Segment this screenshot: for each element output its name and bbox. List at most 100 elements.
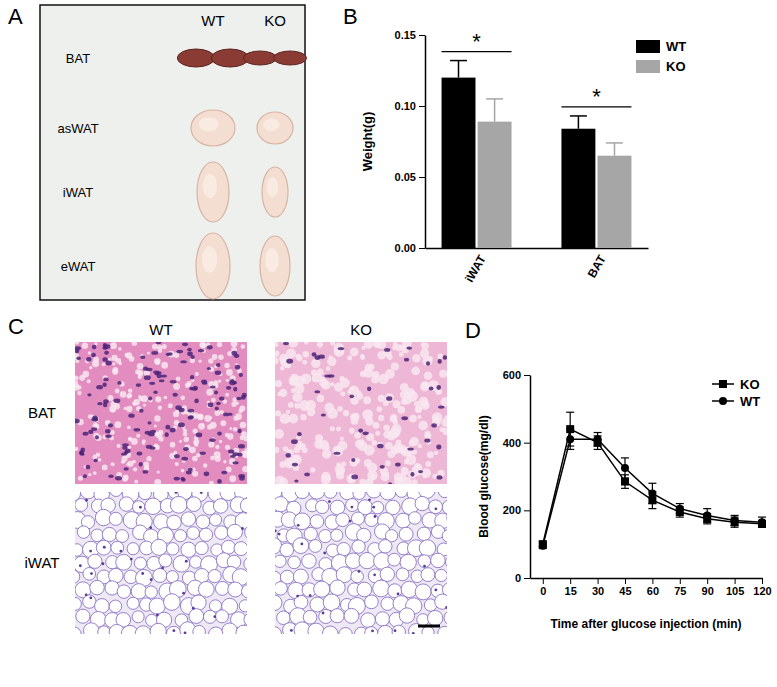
tissue-photo bbox=[177, 49, 214, 67]
error-cap bbox=[731, 525, 739, 526]
vacuole bbox=[324, 445, 329, 450]
vacuole bbox=[154, 415, 160, 421]
nucleus bbox=[149, 526, 152, 529]
vacuole bbox=[197, 414, 204, 421]
tick-label: iWAT bbox=[462, 252, 489, 285]
error-bar bbox=[703, 509, 711, 523]
adipocyte bbox=[435, 594, 447, 609]
legend-label: WT bbox=[740, 394, 760, 409]
adipocyte bbox=[244, 557, 247, 570]
vacuole bbox=[419, 397, 429, 407]
adipocyte bbox=[353, 492, 365, 500]
vacuole bbox=[147, 351, 150, 354]
nucleus bbox=[185, 560, 188, 563]
nucleus bbox=[83, 432, 89, 436]
error-bar bbox=[648, 483, 656, 503]
vacuole bbox=[322, 449, 331, 458]
vacuole bbox=[330, 342, 335, 346]
adipocyte bbox=[336, 513, 350, 527]
nucleus bbox=[275, 529, 277, 532]
nucleus bbox=[233, 387, 237, 392]
nucleus bbox=[106, 361, 112, 366]
vacuole bbox=[82, 371, 89, 378]
series-line bbox=[543, 429, 762, 544]
nucleus bbox=[388, 482, 392, 484]
vacuole bbox=[204, 415, 211, 422]
error-cap bbox=[570, 115, 587, 117]
adipocyte bbox=[159, 554, 172, 567]
vacuole bbox=[343, 410, 349, 416]
adipocyte bbox=[228, 582, 243, 597]
vacuole bbox=[208, 358, 213, 363]
marker bbox=[731, 516, 739, 524]
histology-bg bbox=[275, 492, 447, 634]
vacuole bbox=[173, 411, 179, 417]
nucleus bbox=[104, 351, 109, 355]
adipocyte bbox=[294, 513, 311, 530]
adipocyte bbox=[310, 515, 324, 529]
nucleus bbox=[216, 363, 221, 367]
vacuole bbox=[131, 438, 138, 445]
error-stem bbox=[458, 61, 460, 78]
tick-mark bbox=[543, 578, 544, 584]
adipocyte bbox=[431, 553, 446, 568]
nucleus bbox=[314, 390, 320, 393]
nucleus bbox=[397, 593, 400, 596]
adipocyte bbox=[399, 527, 413, 541]
nucleus bbox=[103, 377, 108, 381]
adipocyte bbox=[288, 556, 301, 569]
nucleus bbox=[297, 524, 300, 527]
vacuole bbox=[88, 473, 91, 476]
vacuole bbox=[329, 355, 333, 359]
vacuole bbox=[209, 481, 214, 484]
column-label: WT bbox=[201, 12, 224, 29]
adipocyte bbox=[415, 496, 429, 510]
vacuole bbox=[194, 442, 198, 446]
vacuole bbox=[214, 410, 220, 416]
tick: 120 bbox=[753, 578, 771, 597]
vacuole bbox=[75, 383, 79, 388]
tick-label: 200 bbox=[503, 504, 521, 516]
vacuole bbox=[111, 355, 117, 361]
nucleus bbox=[89, 550, 92, 553]
error-bar bbox=[731, 517, 739, 527]
nucleus bbox=[401, 416, 408, 420]
vacuole bbox=[391, 362, 399, 370]
nucleus bbox=[217, 431, 222, 435]
vacuole bbox=[75, 359, 79, 363]
vacuole bbox=[133, 467, 137, 471]
vacuole bbox=[401, 467, 409, 475]
column-label: KO bbox=[264, 12, 286, 29]
nucleus bbox=[412, 632, 415, 634]
vacuole bbox=[339, 376, 345, 382]
error-cap bbox=[648, 508, 656, 509]
nucleus bbox=[318, 355, 325, 359]
adipocyte bbox=[181, 512, 196, 527]
adipocyte bbox=[337, 542, 350, 555]
error-cap bbox=[566, 412, 574, 413]
error-bar bbox=[676, 504, 684, 514]
vacuole bbox=[129, 437, 132, 440]
adipocyte bbox=[304, 527, 317, 540]
vacuole bbox=[88, 351, 92, 355]
figure: AWTKOBATasWATiWATeWATCWTKOBATiWATB0.000.… bbox=[0, 0, 777, 687]
error-cap bbox=[566, 449, 574, 450]
error-cap bbox=[703, 523, 711, 524]
vacuole bbox=[240, 422, 247, 429]
adipocyte bbox=[331, 529, 343, 541]
nucleus bbox=[85, 593, 88, 596]
adipocyte bbox=[189, 609, 204, 624]
annotation: * bbox=[592, 84, 601, 109]
tissue-photo bbox=[196, 233, 230, 299]
vacuole bbox=[304, 342, 308, 345]
tick-label: 0 bbox=[515, 572, 521, 584]
nucleus bbox=[180, 360, 187, 363]
vacuole bbox=[187, 381, 192, 386]
nucleus bbox=[119, 550, 122, 553]
vacuole bbox=[341, 461, 346, 466]
vacuole bbox=[233, 427, 238, 432]
nucleus bbox=[300, 542, 303, 545]
error-stem bbox=[614, 143, 616, 156]
nucleus bbox=[207, 345, 213, 349]
nucleus bbox=[215, 406, 219, 410]
